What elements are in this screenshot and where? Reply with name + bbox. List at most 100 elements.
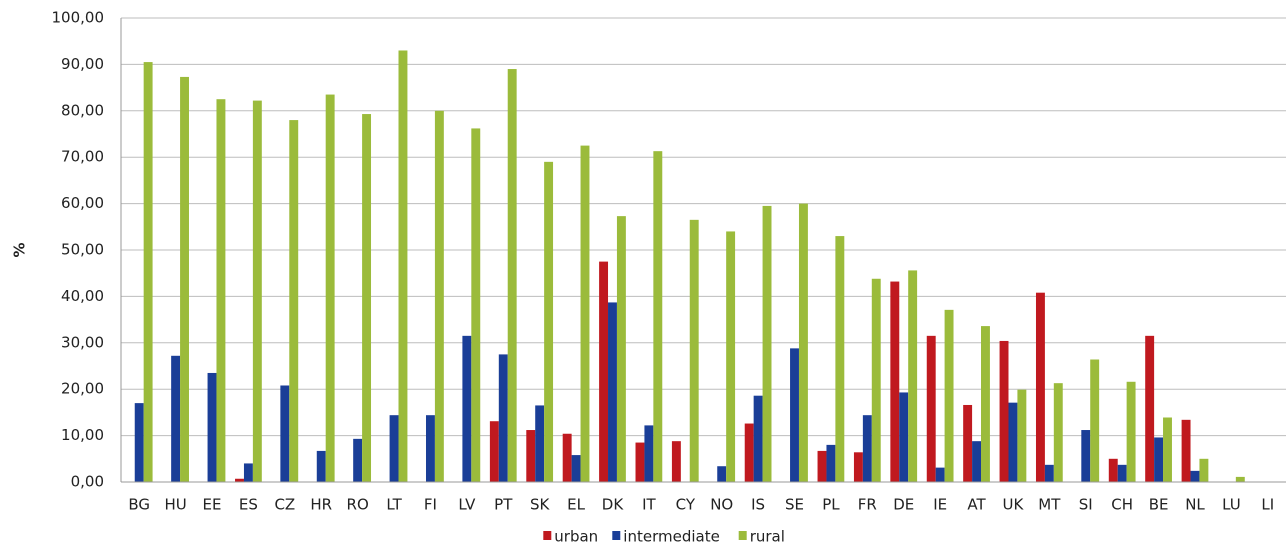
bar [616, 216, 626, 483]
bar [535, 405, 545, 482]
bar [207, 372, 217, 482]
bar [926, 335, 936, 482]
x-tick-label: SE [785, 496, 804, 514]
x-tick-label: IE [933, 496, 947, 514]
bar [935, 467, 945, 482]
bar [143, 62, 153, 483]
x-tick-label: LT [386, 496, 402, 514]
bar [243, 463, 253, 482]
bar [762, 205, 772, 483]
bar [325, 94, 335, 482]
bar [862, 415, 872, 482]
y-tick-label: 40,00 [61, 287, 104, 305]
bar [1190, 470, 1200, 482]
bar [571, 455, 581, 482]
bar [1081, 430, 1091, 482]
bar [871, 278, 881, 482]
bar [171, 355, 181, 482]
bar [1199, 458, 1209, 482]
bar [316, 450, 326, 482]
bar [289, 120, 299, 482]
bar [562, 433, 572, 482]
x-tick-label: DE [893, 496, 914, 514]
x-tick-label: DK [602, 496, 625, 514]
bar [362, 114, 372, 482]
bar [1117, 464, 1127, 482]
x-tick-label: RO [347, 496, 369, 514]
x-tick-label: NL [1185, 496, 1205, 514]
y-tick-label: 60,00 [61, 194, 104, 212]
y-tick-label: 90,00 [61, 55, 104, 73]
bar [507, 69, 517, 482]
bar [1008, 402, 1018, 482]
legend-swatch [612, 531, 621, 540]
bar [1181, 419, 1191, 482]
bar [1154, 437, 1164, 482]
bar [599, 261, 609, 482]
x-tick-label: BG [128, 496, 150, 514]
legend-label: urban [554, 528, 598, 546]
bar [835, 236, 845, 482]
bar [653, 151, 663, 482]
bar [972, 441, 982, 482]
x-tick-label: FI [424, 496, 437, 514]
bar [689, 219, 699, 482]
bar [526, 430, 536, 482]
bar [134, 403, 144, 482]
bar [644, 425, 654, 482]
bar [608, 302, 617, 482]
bar [635, 442, 645, 482]
bar [462, 335, 472, 482]
bar [353, 438, 363, 482]
bar [1163, 417, 1172, 482]
x-tick-label: SK [530, 496, 551, 514]
bar [826, 444, 836, 482]
bar [1126, 381, 1136, 482]
bar [999, 340, 1009, 482]
legend-label: rural [750, 528, 785, 546]
bar [235, 478, 244, 482]
x-tick-label: PL [822, 496, 840, 514]
bar [890, 281, 900, 482]
y-tick-label: 50,00 [61, 241, 104, 259]
x-tick-label: IS [751, 496, 765, 514]
x-tick-label: BE [1149, 496, 1169, 514]
bar [944, 309, 954, 482]
bar [280, 385, 290, 482]
bar [489, 421, 499, 482]
legend-label: intermediate [623, 528, 720, 546]
bar [216, 99, 226, 482]
bar [1017, 389, 1027, 482]
y-tick-label: 70,00 [61, 148, 104, 166]
bar [753, 395, 763, 482]
y-tick-label: 30,00 [61, 333, 104, 351]
bar [963, 404, 973, 482]
x-tick-label: HR [310, 496, 332, 514]
y-axis-label: % [11, 242, 29, 257]
y-tick-label: 80,00 [61, 101, 104, 119]
bar [580, 145, 590, 482]
x-tick-label: LU [1222, 496, 1241, 514]
bar [790, 348, 799, 482]
x-tick-label: AT [967, 496, 986, 514]
bar [398, 50, 408, 482]
x-tick-label: LV [458, 496, 476, 514]
bar [471, 128, 481, 482]
x-tick-label: CZ [274, 496, 295, 514]
x-tick-label: HU [164, 496, 186, 514]
x-tick-label: EE [203, 496, 222, 514]
x-tick-label: PT [494, 496, 513, 514]
legend-swatch [543, 531, 552, 540]
bar [1108, 458, 1118, 482]
bar [180, 76, 189, 482]
bar [544, 161, 554, 482]
bar [726, 231, 736, 482]
bar [717, 466, 727, 482]
x-tick-label: EL [567, 496, 585, 514]
legend-swatch [738, 531, 747, 540]
x-tick-label: FR [858, 496, 877, 514]
x-tick-label: MT [1038, 496, 1061, 514]
bar [981, 326, 990, 482]
bar [1145, 335, 1155, 482]
